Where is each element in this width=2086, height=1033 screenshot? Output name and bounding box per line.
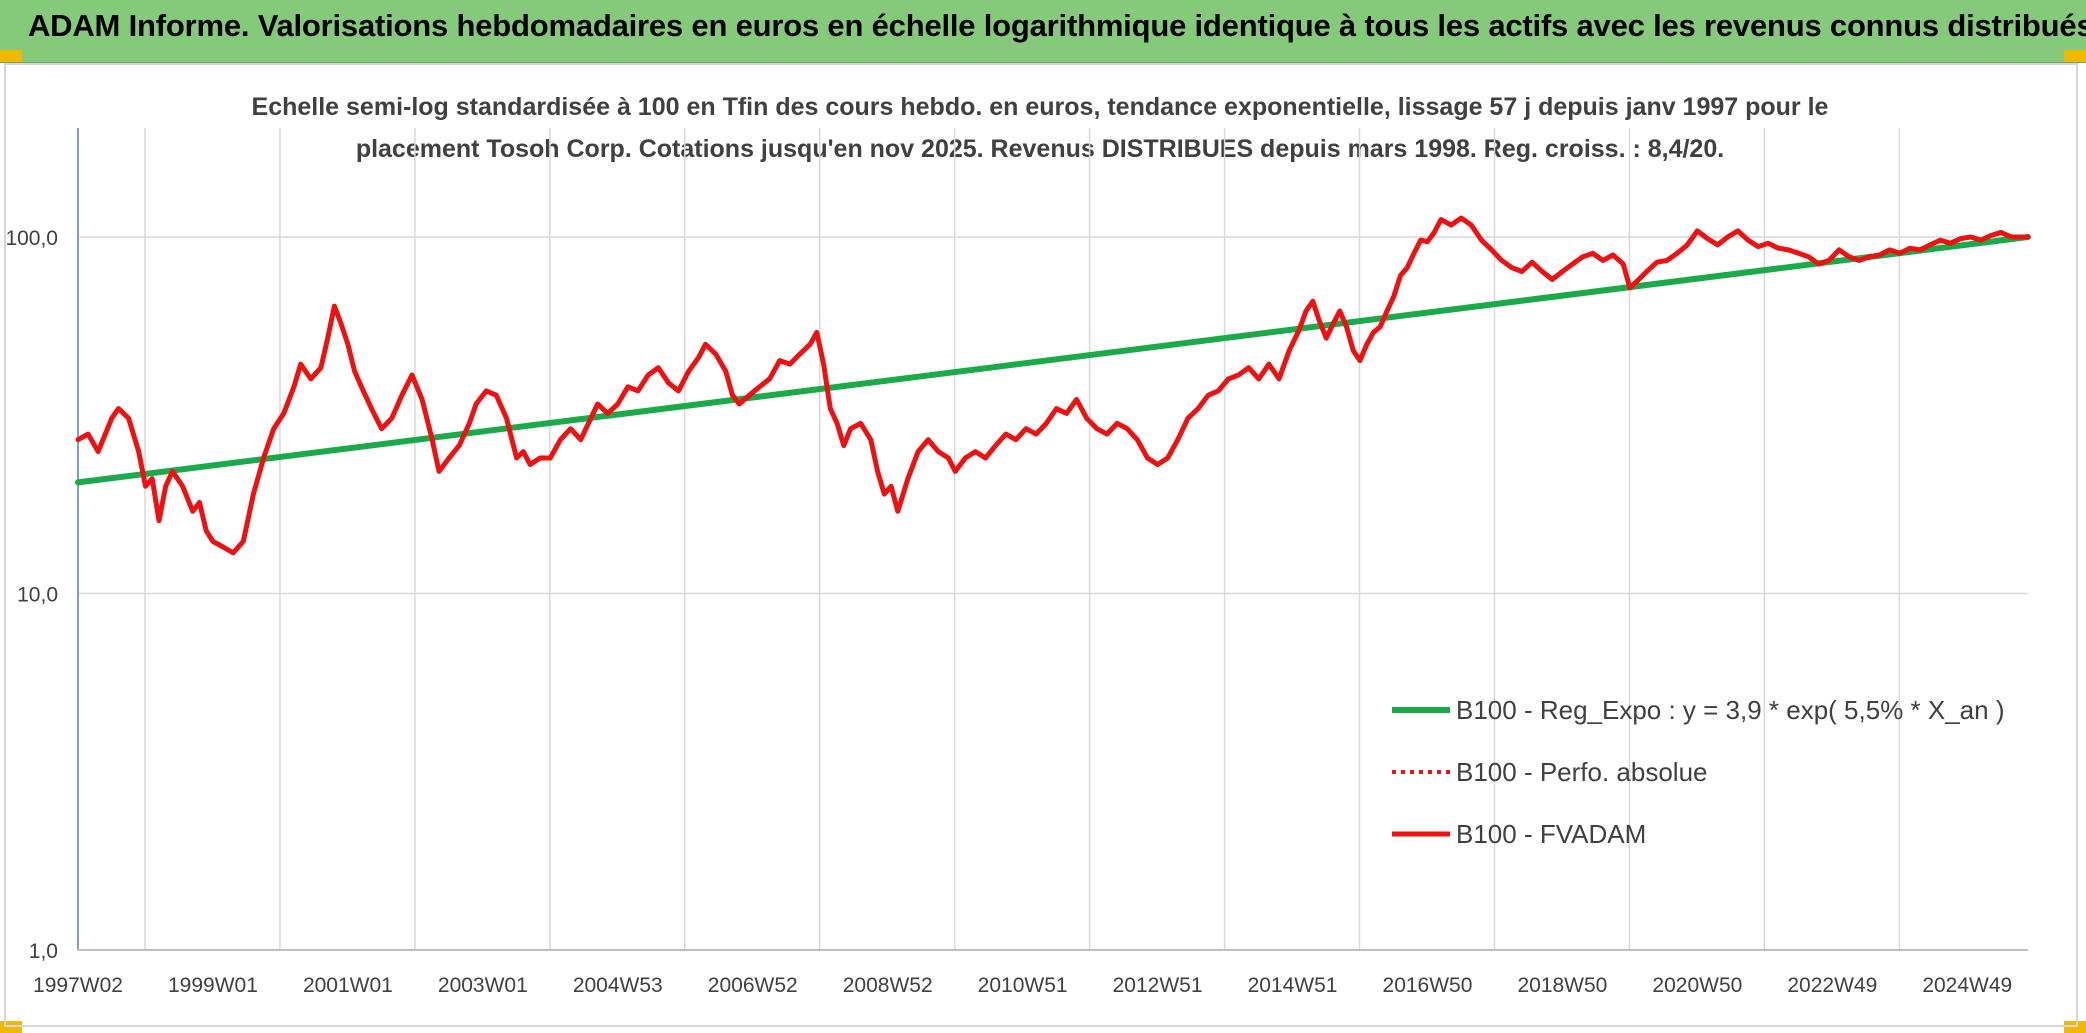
y-tick-label: 10,0 — [17, 584, 58, 607]
x-tick-label: 2001W01 — [303, 974, 393, 997]
x-tick-label: 2010W51 — [978, 974, 1068, 997]
legend: B100 - Reg_Expo : y = 3,9 * exp( 5,5% * … — [1392, 695, 2005, 849]
chart-title-line-2: placement Tosoh Corp. Cotations jusqu'en… — [356, 135, 1724, 163]
series-lines — [75, 215, 2031, 556]
axes — [77, 128, 2028, 951]
corner-marker-top-right — [2064, 50, 2086, 62]
corner-marker-top-left — [0, 50, 22, 62]
x-tick-label: 2008W52 — [843, 974, 933, 997]
legend-label: B100 - FVADAM — [1456, 819, 1646, 849]
x-axis-tick-labels: 1997W02 1999W01 2001W01 2003W01 2004W53 2006W… — [33, 974, 2012, 997]
corner-marker-bottom-right — [2064, 1021, 2086, 1033]
chart-title-line-1: Echelle semi-log standardisée à 100 en T… — [252, 93, 1829, 121]
legend-label: B100 - Reg_Expo : y = 3,9 * exp( 5,5% * … — [1456, 695, 2005, 725]
x-tick-label: 2024W49 — [1922, 974, 2012, 997]
x-tick-label: 2020W50 — [1652, 974, 1742, 997]
x-tick-label: 2016W50 — [1383, 974, 1473, 997]
x-tick-label: 2003W01 — [438, 974, 528, 997]
y-axis-tick-labels: 1,0 10,0 100,0 — [5, 227, 58, 963]
x-tick-label: 2018W50 — [1517, 974, 1607, 997]
x-tick-label: 2012W51 — [1113, 974, 1203, 997]
legend-label: B100 - Perfo. absolue — [1456, 757, 1708, 787]
x-tick-label: 2004W53 — [573, 974, 663, 997]
fvadam-line — [75, 215, 2031, 556]
y-tick-label: 100,0 — [5, 227, 58, 250]
y-tick-label: 1,0 — [29, 940, 58, 963]
chart-frame — [4, 63, 2078, 1027]
x-tick-label: 2006W52 — [708, 974, 798, 997]
horizontal-gridlines — [78, 236, 2028, 951]
x-tick-label: 1997W02 — [33, 974, 123, 997]
vertical-gridlines — [77, 128, 1901, 950]
trend-line — [75, 234, 2031, 486]
x-tick-label: 1999W01 — [168, 974, 258, 997]
report-title: ADAM Informe. Valorisations hebdomadaire… — [28, 8, 2086, 43]
x-tick-label: 2022W49 — [1787, 974, 1877, 997]
chart-title: Echelle semi-log standardisée à 100 en T… — [252, 93, 1829, 163]
report-header: ADAM Informe. Valorisations hebdomadaire… — [0, 0, 2086, 63]
x-tick-label: 2014W51 — [1248, 974, 1338, 997]
